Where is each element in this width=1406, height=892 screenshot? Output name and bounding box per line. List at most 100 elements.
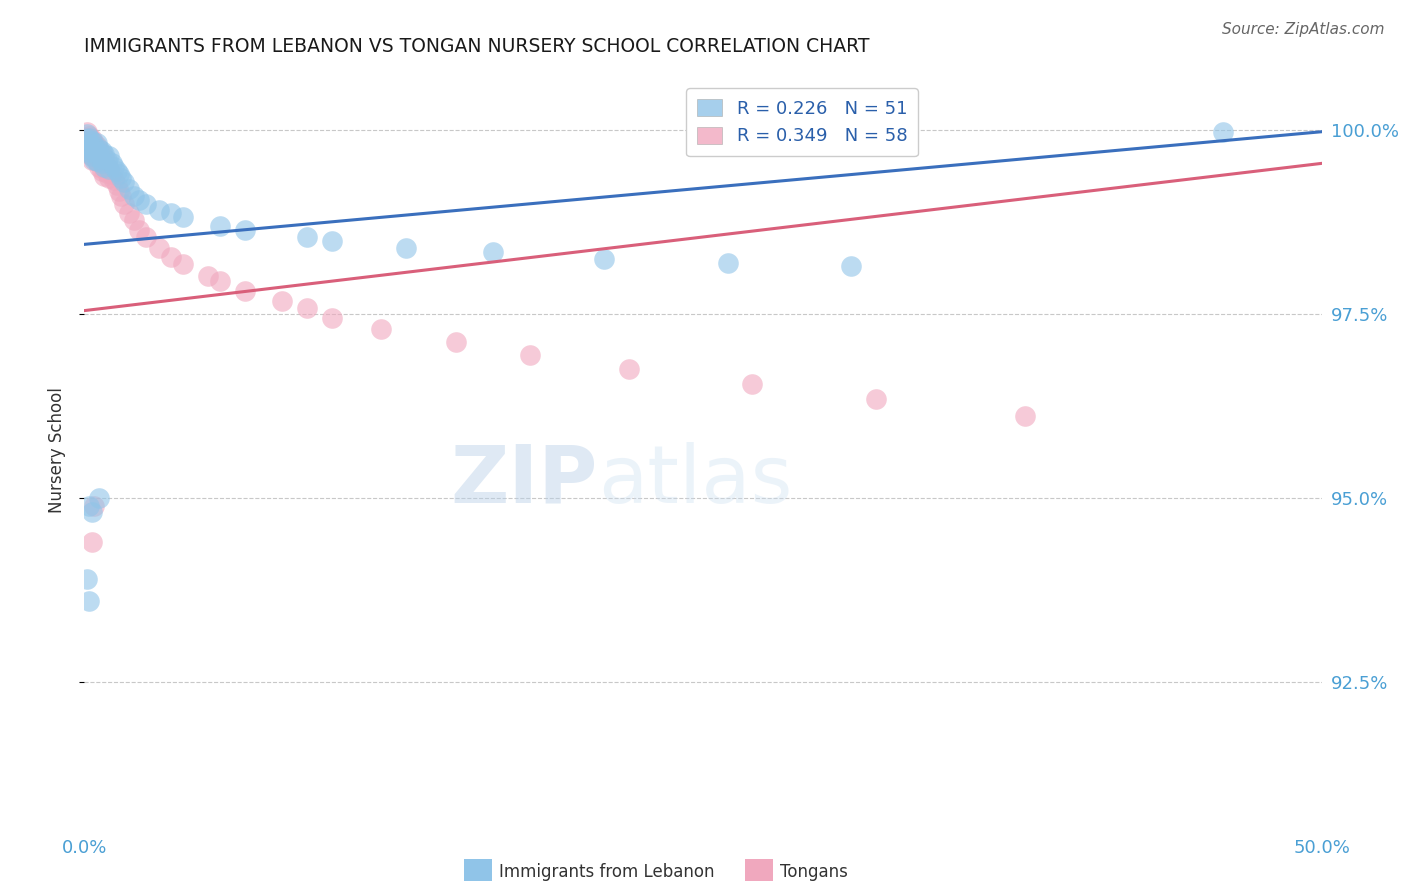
Point xyxy=(89,491,111,506)
Point xyxy=(89,144,111,158)
Point xyxy=(841,260,863,274)
Point xyxy=(90,146,112,161)
Point xyxy=(108,168,131,182)
Point xyxy=(321,234,343,248)
Point xyxy=(172,210,194,224)
Point xyxy=(83,144,105,158)
Point xyxy=(79,499,101,513)
Point xyxy=(79,134,101,148)
Point xyxy=(93,160,115,174)
Point xyxy=(105,163,128,178)
Point xyxy=(96,156,118,170)
Point xyxy=(172,257,194,271)
Point xyxy=(593,252,616,266)
Point xyxy=(128,222,150,236)
Point xyxy=(519,348,541,362)
Point xyxy=(86,154,108,169)
Point xyxy=(76,130,98,145)
Point xyxy=(135,197,157,211)
Point xyxy=(1014,409,1036,423)
Point xyxy=(80,142,103,156)
Point xyxy=(209,219,232,233)
Point xyxy=(112,197,135,211)
Point xyxy=(110,189,132,203)
Text: Tongans: Tongans xyxy=(780,863,848,881)
Point xyxy=(79,138,101,153)
Point xyxy=(233,284,256,298)
Y-axis label: Nursery School: Nursery School xyxy=(48,387,66,514)
Point xyxy=(98,171,121,186)
Point xyxy=(86,145,108,160)
Point xyxy=(103,160,125,174)
Point xyxy=(86,139,108,153)
Point xyxy=(98,161,121,176)
Point xyxy=(79,139,101,153)
Point xyxy=(96,166,118,180)
Point xyxy=(90,154,112,169)
Point xyxy=(93,160,115,174)
Point xyxy=(89,151,111,165)
Point xyxy=(112,175,135,189)
Point xyxy=(86,136,108,151)
Point xyxy=(100,168,122,182)
Point xyxy=(395,241,418,255)
Legend: R = 0.226   N = 51, R = 0.349   N = 58: R = 0.226 N = 51, R = 0.349 N = 58 xyxy=(686,88,918,156)
Point xyxy=(370,322,392,336)
Text: IMMIGRANTS FROM LEBANON VS TONGAN NURSERY SCHOOL CORRELATION CHART: IMMIGRANTS FROM LEBANON VS TONGAN NURSER… xyxy=(84,37,870,56)
Point xyxy=(103,173,125,187)
Point xyxy=(76,127,98,141)
Point xyxy=(295,301,318,316)
Point xyxy=(90,163,112,178)
Point xyxy=(1212,125,1234,139)
Point xyxy=(321,310,343,325)
Point xyxy=(122,213,145,227)
Point xyxy=(83,499,105,513)
Point xyxy=(865,392,887,406)
Point xyxy=(93,151,115,165)
Point xyxy=(80,132,103,146)
Point xyxy=(96,153,118,167)
Point xyxy=(89,160,111,174)
Point xyxy=(90,144,112,158)
Point xyxy=(83,151,105,165)
Point xyxy=(80,535,103,549)
Point xyxy=(148,202,170,217)
Point xyxy=(90,156,112,170)
Point xyxy=(295,230,318,244)
Point xyxy=(271,293,294,308)
Text: Immigrants from Lebanon: Immigrants from Lebanon xyxy=(499,863,714,881)
Point xyxy=(148,241,170,255)
Point xyxy=(86,154,108,169)
Point xyxy=(76,142,98,156)
Point xyxy=(105,178,128,193)
Point xyxy=(76,132,98,146)
Point xyxy=(76,572,98,586)
Point xyxy=(110,171,132,186)
Text: atlas: atlas xyxy=(598,442,792,520)
Point xyxy=(233,222,256,236)
Point xyxy=(118,205,141,219)
Point xyxy=(717,256,740,270)
Point xyxy=(83,153,105,167)
Text: Source: ZipAtlas.com: Source: ZipAtlas.com xyxy=(1222,22,1385,37)
Point xyxy=(444,335,467,350)
Point xyxy=(481,244,503,259)
Point xyxy=(80,149,103,163)
Point xyxy=(128,193,150,207)
Point xyxy=(79,145,101,160)
Point xyxy=(98,161,121,176)
Point xyxy=(108,184,131,198)
Text: ZIP: ZIP xyxy=(450,442,598,520)
Point xyxy=(79,146,101,161)
Point xyxy=(617,362,640,376)
Point xyxy=(197,268,219,283)
Point xyxy=(83,139,105,153)
Point xyxy=(80,153,103,167)
Point xyxy=(135,230,157,244)
Point xyxy=(79,130,101,145)
Point xyxy=(89,142,111,156)
Point xyxy=(89,151,111,165)
Point xyxy=(98,149,121,163)
Point xyxy=(741,377,763,392)
Point xyxy=(160,250,183,264)
